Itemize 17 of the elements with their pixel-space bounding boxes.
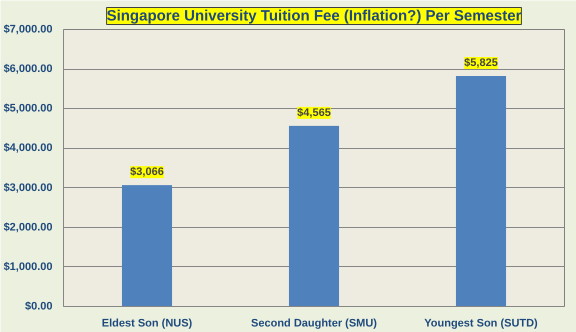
y-tick-label: $5,000.00 [4,102,52,115]
data-label: $5,825 [464,56,498,69]
y-tick-label: $0.00 [24,300,53,312]
bar [456,76,506,306]
y-tick-label: $1,000.00 [4,260,52,273]
x-tick-label: Youngest Son (SUTD) [424,318,538,330]
y-tick-label: $4,000.00 [4,142,52,154]
y-tick-label: $7,000.00 [4,24,52,36]
data-label: $3,066 [130,166,164,178]
x-tick-label: Eldest Son (NUS) [102,318,193,330]
data-label: $4,565 [297,106,331,119]
bar [288,126,340,306]
y-tick-label: $3,000.00 [4,182,52,194]
bar [122,185,172,306]
y-tick-label: $6,000.00 [4,63,52,76]
y-tick-label: $2,000.00 [4,221,52,234]
x-tick-label: Second Daughter (SMU) [251,318,378,330]
